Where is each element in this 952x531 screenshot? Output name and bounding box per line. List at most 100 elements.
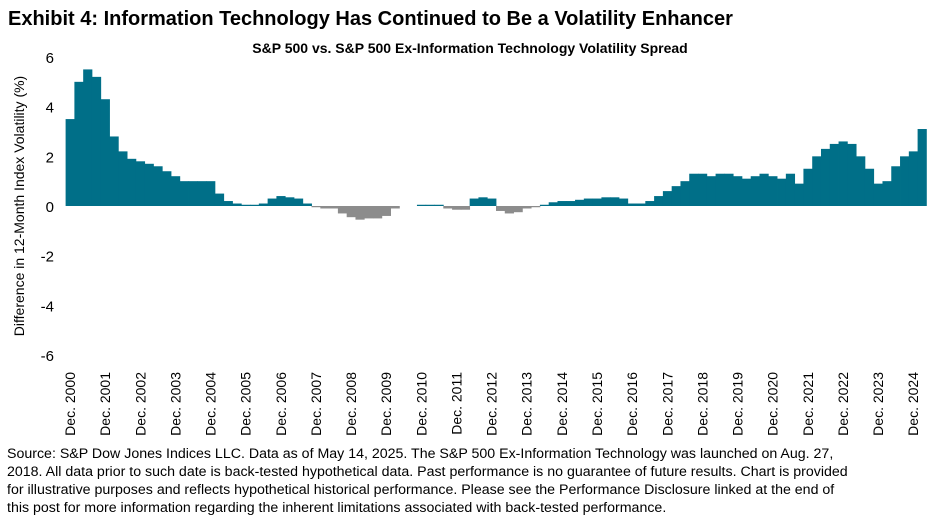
area-segment [908,151,919,206]
area-segment [820,148,831,206]
area-segment [276,196,286,206]
area-segment [917,129,927,206]
area-segment [645,201,655,206]
area-segment [373,206,383,219]
area-segment [460,206,471,210]
area-segment [891,166,901,206]
area-segment [223,201,233,206]
area-segment [302,203,312,206]
x-tick-label: Dec. 2012 [484,372,500,436]
x-tick-label: Dec. 2001 [97,372,113,436]
area-segment [724,173,734,206]
area-segment [478,197,488,206]
area-segment [610,197,620,206]
area-segment [434,204,444,206]
area-segment [759,173,769,206]
x-tick-label: Dec. 2016 [624,372,640,436]
x-tick-label: Dec. 2019 [730,372,746,436]
x-tick-label: Dec. 2023 [870,372,886,436]
area-segment [531,206,541,208]
x-tick-label: Dec. 2015 [589,372,605,436]
area-segment [733,176,743,206]
x-tick-label: Dec. 2004 [203,372,219,436]
area-segment [188,181,198,206]
area-segment [715,173,725,206]
area-segment [250,204,260,206]
area-segment [390,206,400,209]
area-segment [671,186,681,206]
chart-title: Exhibit 4: Information Technology Has Co… [8,8,733,30]
area-segment [566,201,576,206]
source-note: 2018. All data prior to such date is bac… [7,464,848,480]
area-segment [636,203,646,206]
area-segment [381,206,391,216]
area-segment [162,171,172,206]
area-segment [364,206,374,219]
x-tick-label: Dec. 2017 [659,372,675,436]
area-segment [557,201,567,206]
area-segment [232,203,242,206]
area-segment [873,183,883,206]
area-segment [496,206,506,211]
area-segment [522,206,532,209]
area-segment [337,206,348,214]
x-tick-label: Dec. 2010 [413,372,429,436]
area-segment [864,168,875,206]
x-tick-label: Dec. 2005 [238,372,254,436]
area-segment [777,178,787,206]
x-tick-label: Dec. 2009 [378,372,394,436]
area-segment [127,158,137,206]
x-tick-label: Dec. 2011 [448,372,464,435]
area-segment [469,198,479,206]
area-segment [750,176,760,206]
area-segment [741,178,752,206]
x-tick-label: Dec. 2013 [519,372,535,436]
x-tick-label: Dec. 2018 [694,372,710,436]
chart-subtitle: S&P 500 vs. S&P 500 Ex-Information Techn… [252,40,687,56]
area-segment [214,193,225,206]
y-tick-label: -4 [41,298,54,315]
area-segment [838,141,848,206]
area-segment [258,203,269,206]
area-segment [706,176,716,206]
y-tick-label: 2 [46,149,54,166]
area-segment [627,203,637,206]
area-segment [267,198,277,206]
source-note: for illustrative purposes and reflects h… [7,482,834,498]
area-segment [513,206,523,213]
area-segment [812,156,822,206]
area-segment [689,173,699,206]
area-segment [504,206,514,214]
area-segment [794,183,804,206]
area-segment [768,176,778,206]
area-segment [452,206,462,210]
area-segment [592,198,602,206]
area-segment [109,136,119,206]
area-segment [320,206,330,209]
area-segment [662,191,673,206]
area-segment [575,199,585,206]
area-segment [241,204,251,206]
x-tick-label: Dec. 2007 [308,372,324,436]
x-tick-label: Dec. 2000 [62,372,78,436]
area-segment [425,204,435,206]
source-note: Source: S&P Dow Jones Indices LLC. Data … [7,446,833,462]
area-segment [197,181,207,206]
area-segment [882,181,892,206]
area-segment [680,181,690,206]
area-segment [346,206,356,218]
area-segment [856,156,866,206]
area-segment [83,69,93,207]
area-segment [311,206,321,208]
area-segment [487,198,497,206]
area-segment [285,197,295,206]
area-segment [583,198,594,206]
area-segment [65,119,75,206]
x-tick-label: Dec. 2006 [273,372,289,436]
x-tick-label: Dec. 2002 [132,372,148,436]
area-segment [74,81,84,206]
area-segment [847,143,857,206]
area-segment [548,202,558,206]
